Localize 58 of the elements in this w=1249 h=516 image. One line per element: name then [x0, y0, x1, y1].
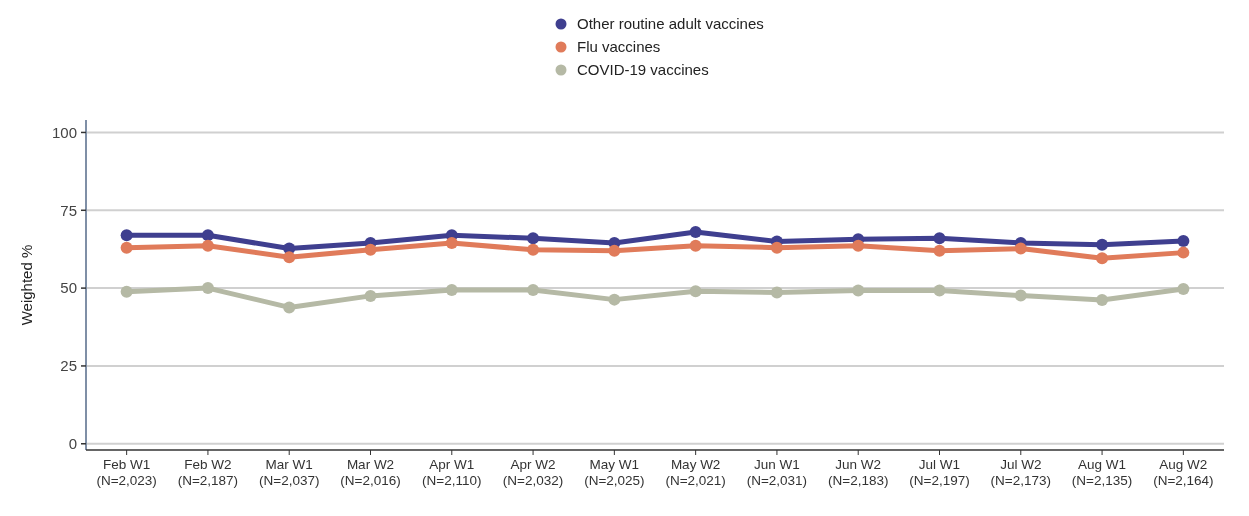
legend-label: Other routine adult vaccines	[577, 15, 764, 33]
point	[608, 293, 621, 306]
point	[201, 239, 214, 252]
x-tick-label: Feb W2 (N=2,187)	[177, 457, 239, 488]
y-tick-label: 25	[60, 357, 77, 375]
x-tick-label: Jun W2 (N=2,183)	[828, 457, 889, 488]
point	[1096, 252, 1109, 265]
y-axis-title: Weighted %	[18, 244, 35, 326]
point	[689, 285, 702, 298]
x-tick-label: Aug W1 (N=2,135)	[1071, 457, 1133, 488]
point	[1177, 246, 1190, 259]
legend-label: Flu vaccines	[577, 38, 661, 56]
x-tick-label: Jul W1 (N=2,197)	[909, 457, 970, 488]
point	[689, 226, 702, 239]
point	[770, 241, 783, 254]
x-tick-label: Jun W1 (N=2,031)	[746, 457, 808, 488]
point	[527, 232, 540, 245]
point	[120, 241, 133, 254]
x-tick-label: Apr W1 (N=2,110)	[422, 457, 482, 488]
point	[1096, 293, 1109, 306]
point	[1014, 242, 1027, 255]
point	[201, 282, 214, 295]
point	[283, 251, 296, 264]
point	[770, 286, 783, 299]
point	[364, 243, 377, 256]
x-tick-label: Apr W2 (N=2,032)	[502, 457, 564, 488]
point	[364, 289, 377, 302]
point	[527, 243, 540, 256]
point	[1177, 283, 1190, 296]
x-tick-label: Jul W2 (N=2,173)	[990, 457, 1051, 488]
point	[933, 284, 946, 297]
legend-label: COVID-19 vaccines	[577, 61, 709, 79]
point	[120, 229, 133, 242]
point	[689, 239, 702, 252]
x-tick-label: Feb W1 (N=2,023)	[96, 457, 157, 488]
x-tick-label: Aug W2 (N=2,164)	[1153, 457, 1214, 488]
point	[445, 283, 458, 296]
y-tick-label: 50	[60, 279, 77, 297]
point	[1096, 238, 1109, 251]
point	[852, 284, 865, 297]
point	[527, 283, 540, 296]
x-tick-label: May W1 (N=2,025)	[584, 457, 645, 488]
x-tick-label: Mar W1 (N=2,037)	[259, 457, 320, 488]
point	[933, 232, 946, 245]
y-tick-label: 0	[68, 435, 77, 453]
point	[201, 229, 214, 242]
x-tick-label: May W2 (N=2,021)	[665, 457, 726, 488]
point	[852, 239, 865, 252]
point	[120, 285, 133, 298]
y-tick-label: 100	[51, 123, 77, 141]
point	[1014, 289, 1027, 302]
point	[1177, 235, 1190, 248]
point	[933, 244, 946, 257]
point	[608, 244, 621, 257]
point	[445, 236, 458, 249]
point	[283, 301, 296, 314]
x-tick-label: Mar W2 (N=2,016)	[340, 457, 401, 488]
y-tick-label: 75	[60, 201, 77, 219]
